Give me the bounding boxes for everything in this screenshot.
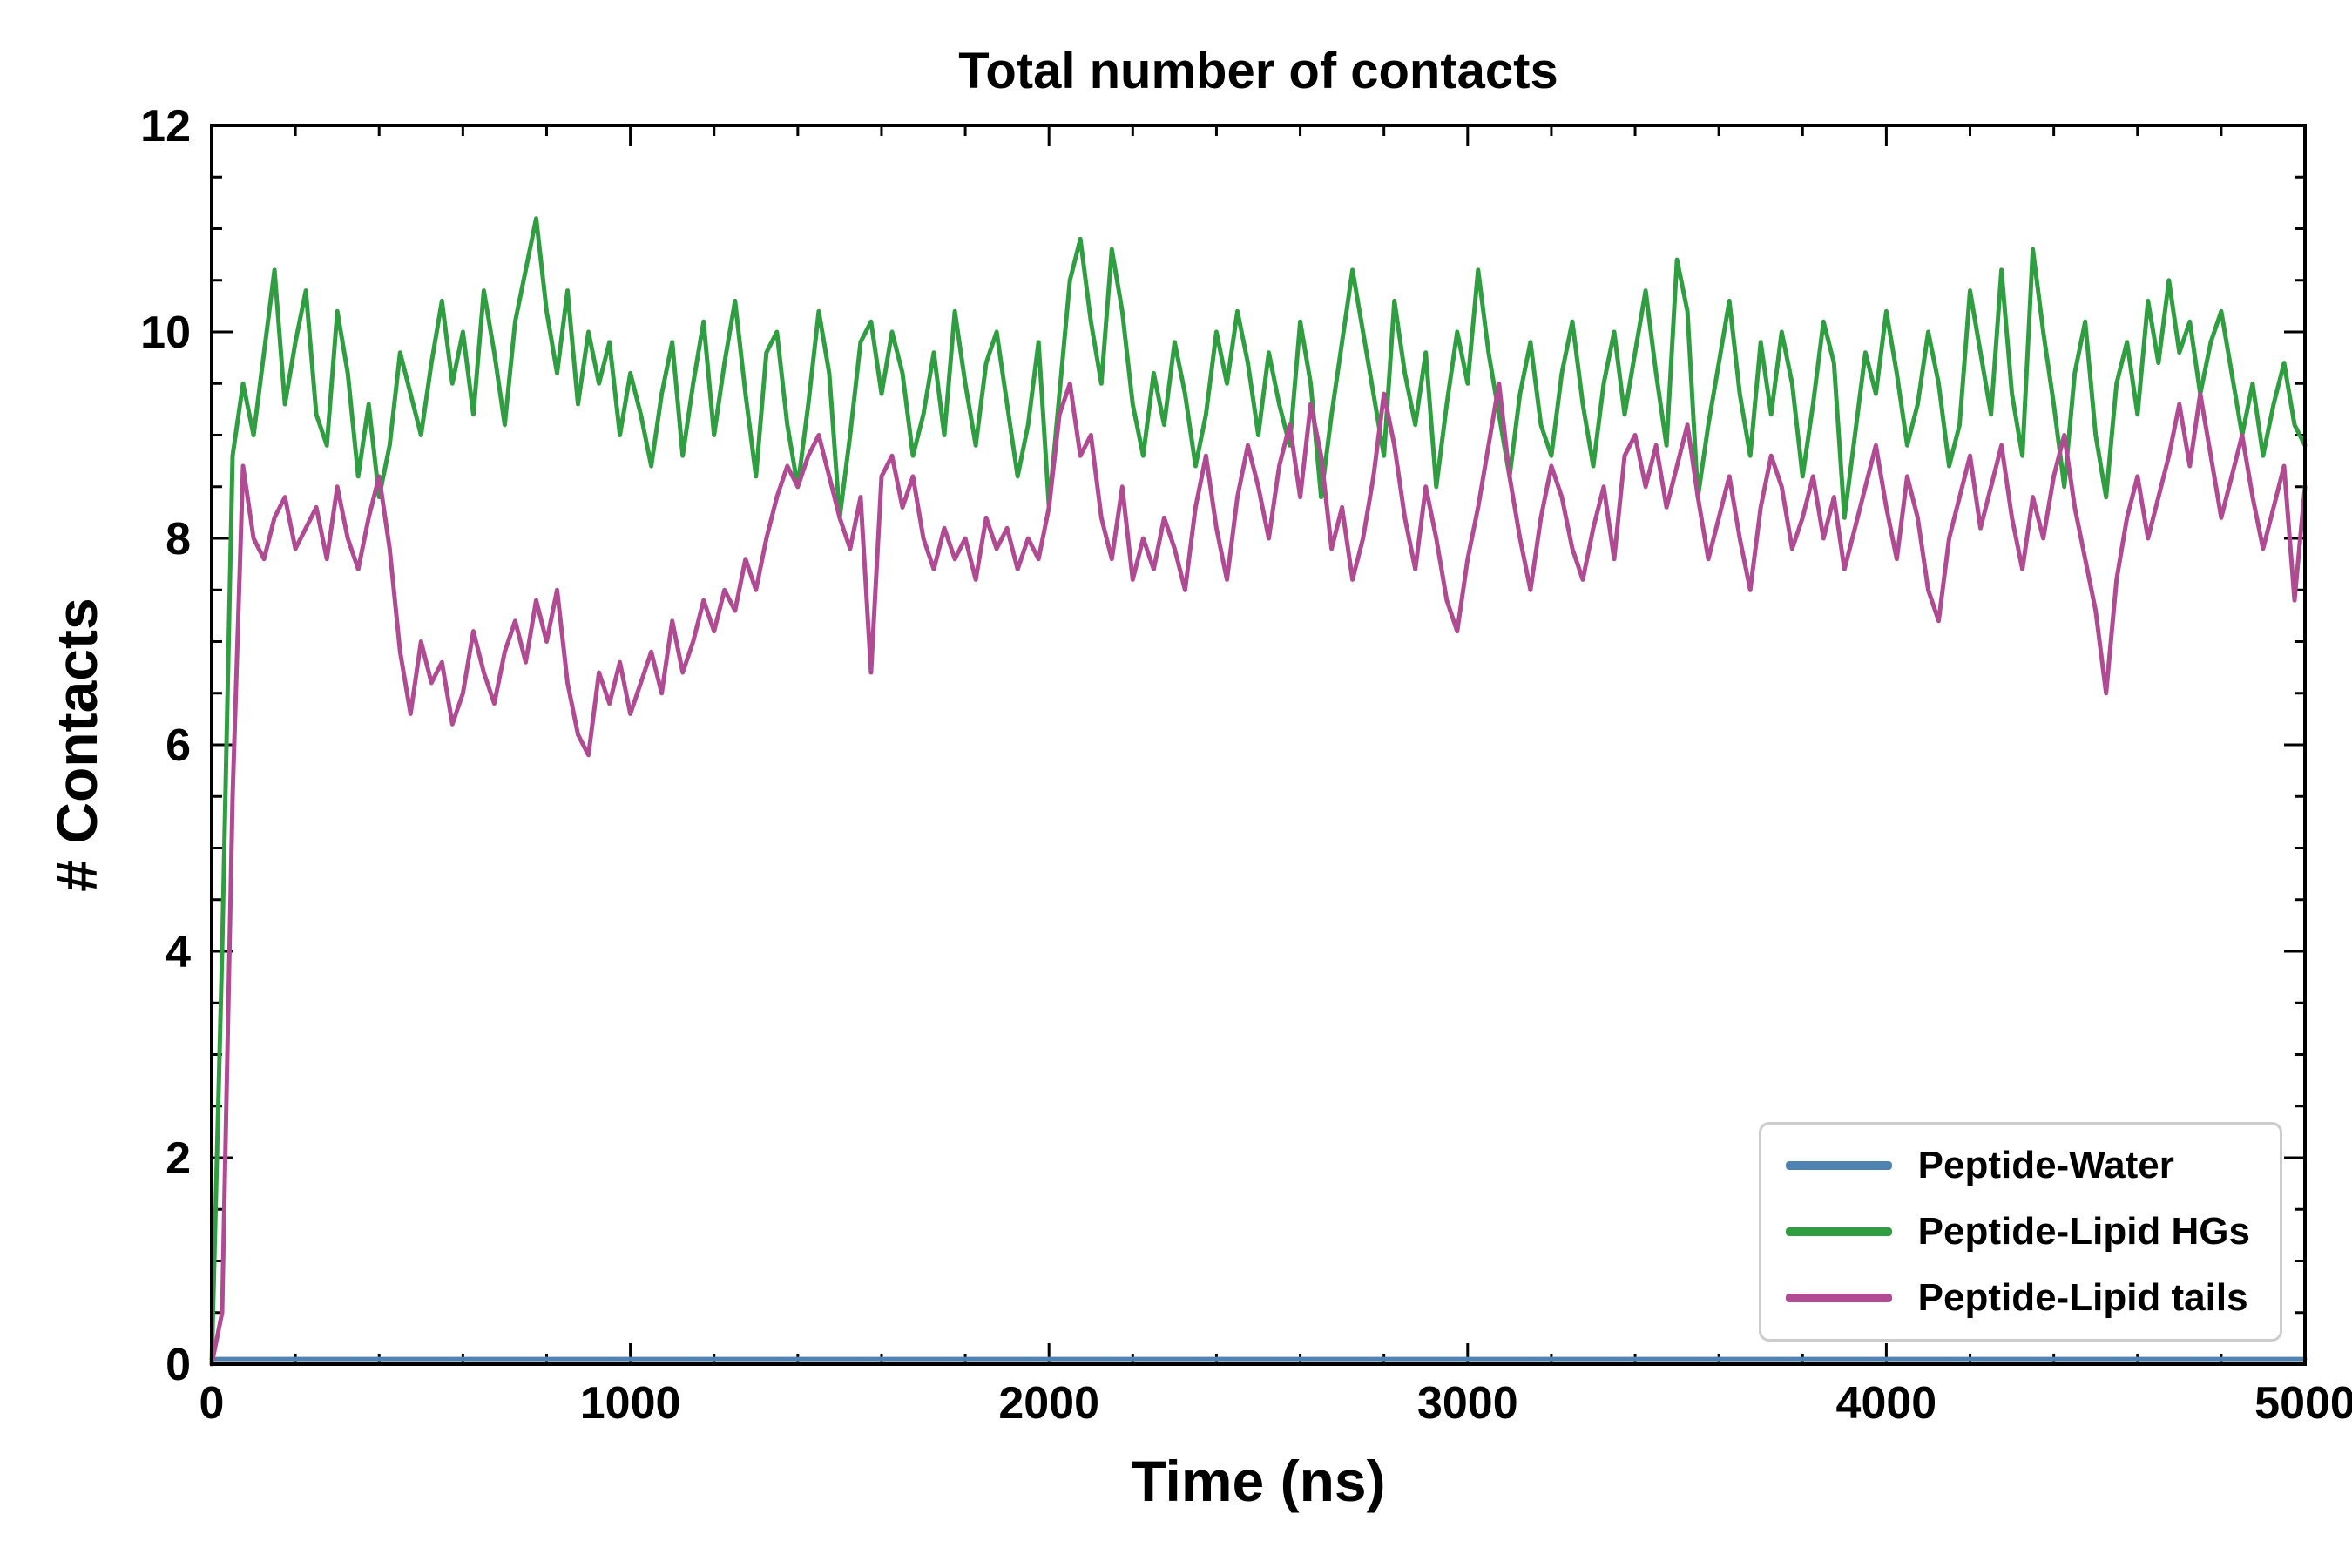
x-tick-label: 1000 bbox=[580, 1378, 681, 1429]
x-tick-label: 4000 bbox=[1836, 1378, 1937, 1429]
legend-item-peptide-water: Peptide-Water bbox=[1785, 1144, 2250, 1187]
legend-swatch-peptide-lipid-tails bbox=[1785, 1294, 1892, 1302]
plot-border bbox=[210, 124, 2307, 1366]
x-axis-label: Time (ns) bbox=[1131, 1449, 1386, 1513]
y-tick-label: 2 bbox=[166, 1133, 191, 1184]
legend: Peptide-Water Peptide-Lipid HGs Peptide-… bbox=[1758, 1122, 2282, 1342]
legend-swatch-peptide-lipid-hgs bbox=[1785, 1227, 1892, 1236]
y-axis-label: # Contacts bbox=[44, 598, 109, 892]
y-tick-label: 6 bbox=[166, 720, 191, 771]
x-tick-label: 3000 bbox=[1417, 1378, 1518, 1429]
y-tick-label: 8 bbox=[166, 514, 191, 564]
y-tick-label: 0 bbox=[166, 1340, 191, 1390]
x-tick-label: 2000 bbox=[998, 1378, 1099, 1429]
chart-title: Total number of contacts bbox=[958, 43, 1558, 99]
y-tick-label: 4 bbox=[166, 927, 191, 977]
x-tick-label: 0 bbox=[199, 1378, 225, 1429]
x-tick-label: 5000 bbox=[2254, 1378, 2352, 1429]
legend-label-peptide-water: Peptide-Water bbox=[1917, 1144, 2174, 1186]
legend-label-peptide-lipid-hgs: Peptide-Lipid HGs bbox=[1917, 1210, 2250, 1253]
line-peptide-lipid-tails bbox=[209, 381, 2308, 1367]
y-tick-label: 12 bbox=[140, 101, 191, 152]
legend-label-peptide-lipid-tails: Peptide-Lipid tails bbox=[1917, 1276, 2248, 1319]
line-peptide-lipid-hgs bbox=[209, 216, 2308, 1367]
y-tick-label: 10 bbox=[140, 308, 191, 358]
legend-item-peptide-lipid-tails: Peptide-Lipid tails bbox=[1785, 1276, 2250, 1320]
legend-swatch-peptide-water bbox=[1785, 1161, 1892, 1170]
legend-item-peptide-lipid-hgs: Peptide-Lipid HGs bbox=[1785, 1210, 2250, 1254]
